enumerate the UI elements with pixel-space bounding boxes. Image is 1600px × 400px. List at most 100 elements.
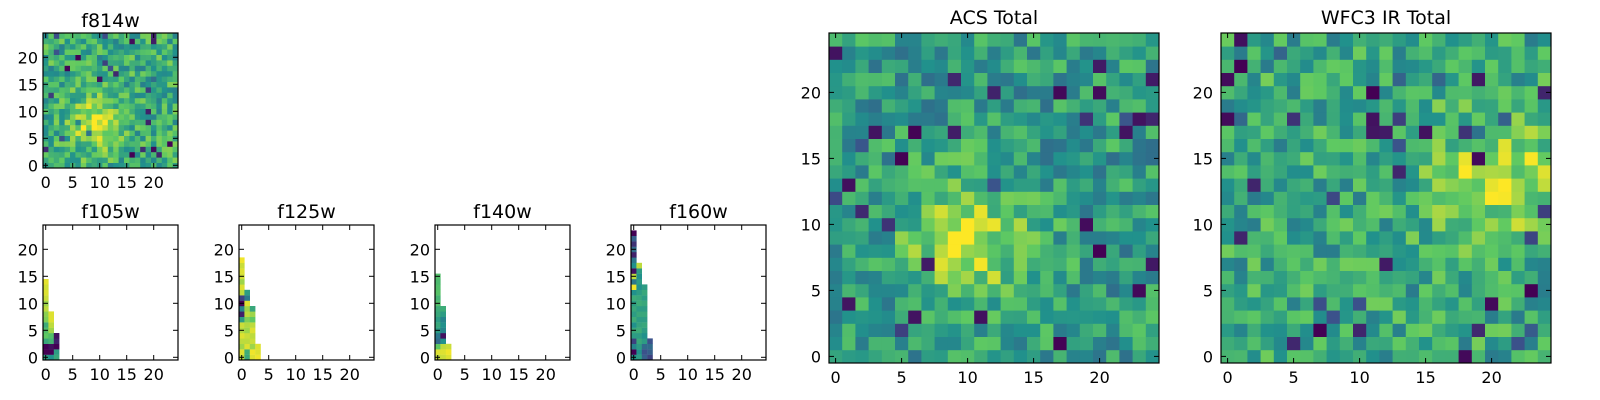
heatmap-cell xyxy=(1234,165,1248,179)
x-tick-label: 20 xyxy=(144,365,164,384)
heatmap-cell xyxy=(1339,270,1354,285)
heatmap-cell xyxy=(1013,310,1028,324)
heatmap-cell xyxy=(1273,165,1288,179)
heatmap-cell xyxy=(641,349,648,355)
heatmap-cell xyxy=(1106,336,1120,351)
heatmap-cell xyxy=(1013,204,1028,219)
heatmap-cell xyxy=(1339,112,1354,126)
heatmap-cell xyxy=(1353,46,1367,60)
heatmap-cell xyxy=(636,279,642,285)
heatmap-cell xyxy=(107,157,114,163)
heatmap-cell xyxy=(53,103,60,109)
heatmap-cell xyxy=(1287,283,1301,298)
y-tick-label: 20 xyxy=(410,240,430,259)
heatmap-cell xyxy=(1013,85,1028,100)
heatmap-cell xyxy=(1013,46,1028,60)
heatmap-cell xyxy=(1524,323,1539,337)
heatmap-cell xyxy=(1000,151,1015,166)
heatmap-cell xyxy=(1079,85,1094,100)
y-tick-label: 15 xyxy=(18,267,38,286)
heatmap-cell xyxy=(842,165,856,179)
heatmap-cell xyxy=(1287,112,1301,126)
heatmap-cell xyxy=(1339,231,1354,245)
x-tick-label: 10 xyxy=(90,173,110,192)
heatmap-cell xyxy=(140,135,146,142)
heatmap-cell xyxy=(1040,125,1054,139)
heatmap-cell xyxy=(1353,310,1367,324)
heatmap-cell xyxy=(1040,85,1054,100)
heatmap-cell xyxy=(161,60,168,66)
heatmap-cell xyxy=(124,114,130,120)
heatmap-cell xyxy=(1106,178,1120,192)
heatmap-cell xyxy=(908,151,922,166)
heatmap-cell xyxy=(1234,204,1248,219)
heatmap-cell xyxy=(1445,323,1459,337)
heatmap-cell xyxy=(974,99,988,113)
heatmap-cell xyxy=(1247,323,1261,337)
heatmap-cell xyxy=(1485,244,1499,258)
heatmap-cell xyxy=(947,33,962,47)
heatmap-cell xyxy=(440,322,446,328)
heatmap-cell xyxy=(91,70,98,77)
heatmap-cell xyxy=(1405,283,1420,298)
heatmap-cell xyxy=(59,146,65,153)
heatmap-cell xyxy=(70,49,76,55)
heatmap-cell xyxy=(1040,336,1054,351)
heatmap-cell xyxy=(1419,59,1433,73)
heatmap-cell xyxy=(842,112,856,126)
heatmap-cell xyxy=(118,65,125,72)
heatmap-cell xyxy=(151,49,157,55)
heatmap-cell xyxy=(1339,323,1354,337)
heatmap-cell xyxy=(1079,33,1094,47)
x-tick-label: 20 xyxy=(732,365,752,384)
heatmap-cell xyxy=(124,76,130,82)
heatmap-cell xyxy=(1326,59,1341,73)
heatmap-cell xyxy=(102,54,109,61)
heatmap-cell xyxy=(1247,191,1261,205)
heatmap-cell xyxy=(1132,270,1147,285)
heatmap-cell xyxy=(1458,257,1473,271)
heatmap-cell xyxy=(961,99,975,113)
heatmap-cell xyxy=(1119,231,1133,245)
heatmap-cell xyxy=(1013,178,1028,192)
heatmap-cell xyxy=(1366,165,1380,179)
heatmap-cell xyxy=(151,108,157,115)
heatmap-cell xyxy=(641,306,648,312)
heatmap-cell xyxy=(129,124,136,131)
heatmap-cell xyxy=(64,151,71,158)
heatmap-cell xyxy=(855,349,869,364)
heatmap-cell xyxy=(161,114,168,120)
heatmap-cell xyxy=(1419,231,1433,245)
heatmap-cell xyxy=(91,108,98,115)
heatmap-cell xyxy=(1273,323,1288,337)
heatmap-cell xyxy=(1273,257,1288,271)
panel-title-f125w: f125w xyxy=(277,201,336,223)
heatmap-cell xyxy=(1027,323,1041,337)
heatmap-cell xyxy=(947,349,962,364)
heatmap-cell xyxy=(1287,46,1301,60)
heatmap-cell xyxy=(239,268,245,274)
heatmap-cell xyxy=(1119,72,1133,87)
heatmap-cell xyxy=(961,349,975,364)
heatmap-cell xyxy=(1353,297,1367,311)
heatmap-cell xyxy=(868,283,883,298)
heatmap-cell xyxy=(43,124,49,131)
heatmap-cell xyxy=(102,65,109,72)
heatmap-cell xyxy=(124,87,130,93)
heatmap-cell xyxy=(1419,138,1433,153)
heatmap-cell xyxy=(113,87,119,93)
heatmap-cell xyxy=(1471,336,1486,351)
heatmap-cell xyxy=(145,108,152,115)
heatmap-cell xyxy=(80,151,87,158)
heatmap-cell xyxy=(86,141,92,147)
heatmap-cell xyxy=(1432,112,1446,126)
heatmap-cell xyxy=(1366,33,1380,47)
heatmap-cell xyxy=(1300,59,1314,73)
heatmap-cell xyxy=(1119,244,1133,258)
heatmap-cell xyxy=(1221,112,1235,126)
heatmap-cell xyxy=(1392,270,1407,285)
heatmap-cell xyxy=(113,43,119,50)
heatmap-cell xyxy=(987,99,1001,113)
y-tick-label: 5 xyxy=(28,129,38,148)
heatmap-cell xyxy=(921,204,935,219)
